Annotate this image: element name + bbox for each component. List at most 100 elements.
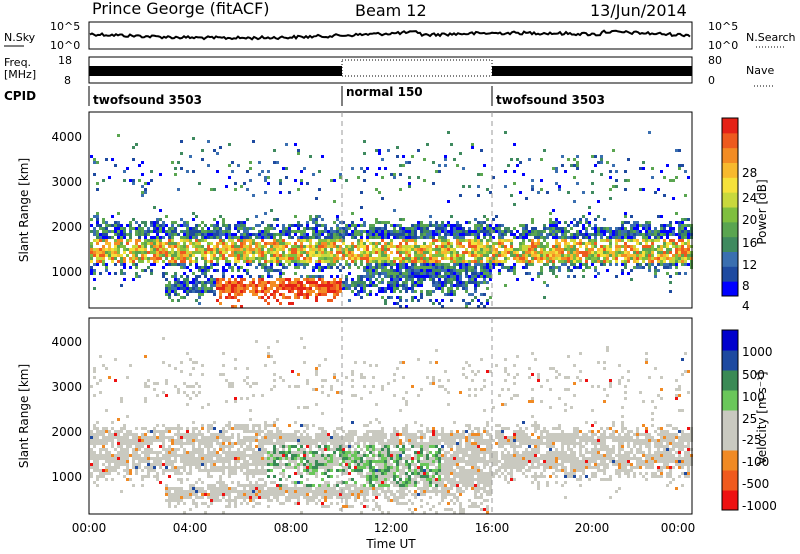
power-cell (492, 248, 495, 251)
power-cell (126, 254, 129, 257)
power-cell (132, 254, 135, 257)
power-cell (306, 287, 309, 290)
power-cell (678, 239, 681, 242)
power-cell (486, 188, 489, 191)
power-cell (432, 230, 435, 233)
power-cell (183, 233, 186, 236)
power-cell (324, 245, 327, 248)
velocity-cell (288, 490, 291, 493)
power-cell (642, 236, 645, 239)
power-cell (219, 239, 222, 242)
power-cell (171, 254, 174, 257)
velocity-cell (195, 463, 198, 466)
power-cell (336, 230, 339, 233)
power-cell (237, 251, 240, 254)
velocity-cell (267, 475, 270, 478)
power-cell (426, 257, 429, 260)
velocity-cell (309, 496, 312, 499)
power-cell (588, 212, 591, 215)
power-cell (633, 236, 636, 239)
velocity-cell (204, 442, 207, 445)
velocity-cell (231, 445, 234, 448)
power-cell (387, 275, 390, 278)
velocity-cell (252, 472, 255, 475)
power-cell (591, 260, 594, 263)
power-cell (660, 224, 663, 227)
velocity-cell (150, 436, 153, 439)
power-cell (576, 221, 579, 224)
velocity-cell (213, 463, 216, 466)
velocity-cell (282, 448, 285, 451)
velocity-cell (93, 367, 96, 370)
power-cell (375, 230, 378, 233)
power-cell (429, 290, 432, 293)
power-cell (345, 284, 348, 287)
velocity-cell (126, 433, 129, 436)
power-cell (480, 275, 483, 278)
velocity-cell (192, 484, 195, 487)
power-cell (222, 287, 225, 290)
velocity-cell (114, 436, 117, 439)
power-cell (486, 254, 489, 257)
power-cell (351, 284, 354, 287)
power-cell (531, 221, 534, 224)
velocity-cell (171, 454, 174, 457)
power-cell (504, 245, 507, 248)
velocity-cell (264, 490, 267, 493)
power-cell (129, 266, 132, 269)
power-cell (666, 254, 669, 257)
velocity-cell (168, 475, 171, 478)
power-cell (414, 245, 417, 248)
power-cell (411, 236, 414, 239)
power-cell (189, 251, 192, 254)
power-cell (399, 233, 402, 236)
velocity-cell (201, 424, 204, 427)
power-cell (276, 299, 279, 302)
power-cell (561, 230, 564, 233)
power-cell (330, 290, 333, 293)
power-cell (582, 233, 585, 236)
power-cell (234, 257, 237, 260)
power-cell (90, 251, 93, 254)
power-cell (90, 248, 93, 251)
power-cell (273, 281, 276, 284)
power-cell (621, 260, 624, 263)
velocity-cell (168, 364, 171, 367)
power-cell (93, 272, 96, 275)
power-cell (285, 245, 288, 248)
power-cell (633, 248, 636, 251)
velocity-cell (90, 430, 93, 433)
power-cell (273, 245, 276, 248)
power-cell (651, 257, 654, 260)
power-cell (513, 269, 516, 272)
power-cell (93, 263, 96, 266)
power-cell (537, 260, 540, 263)
power-cell (240, 224, 243, 227)
power-cell (294, 293, 297, 296)
power-cell (354, 293, 357, 296)
power-cell (399, 266, 402, 269)
power-cell (222, 254, 225, 257)
power-cell (261, 221, 264, 224)
velocity-cell (120, 448, 123, 451)
power-cell (678, 248, 681, 251)
power-cell (411, 263, 414, 266)
power-cell (627, 221, 630, 224)
velocity-cell (279, 484, 282, 487)
power-cell (102, 257, 105, 260)
power-cell (264, 227, 267, 230)
power-cell (216, 236, 219, 239)
power-cell (180, 275, 183, 278)
power-cell (624, 260, 627, 263)
power-cell (105, 266, 108, 269)
power-cell (108, 230, 111, 233)
power-cell (177, 287, 180, 290)
velocity-cell (225, 436, 228, 439)
velocity-cell (282, 502, 285, 505)
power-cell (423, 257, 426, 260)
power-cell (147, 239, 150, 242)
velocity-cell (255, 469, 258, 472)
power-cell (474, 242, 477, 245)
power-cell (456, 239, 459, 242)
velocity-cell (291, 457, 294, 460)
